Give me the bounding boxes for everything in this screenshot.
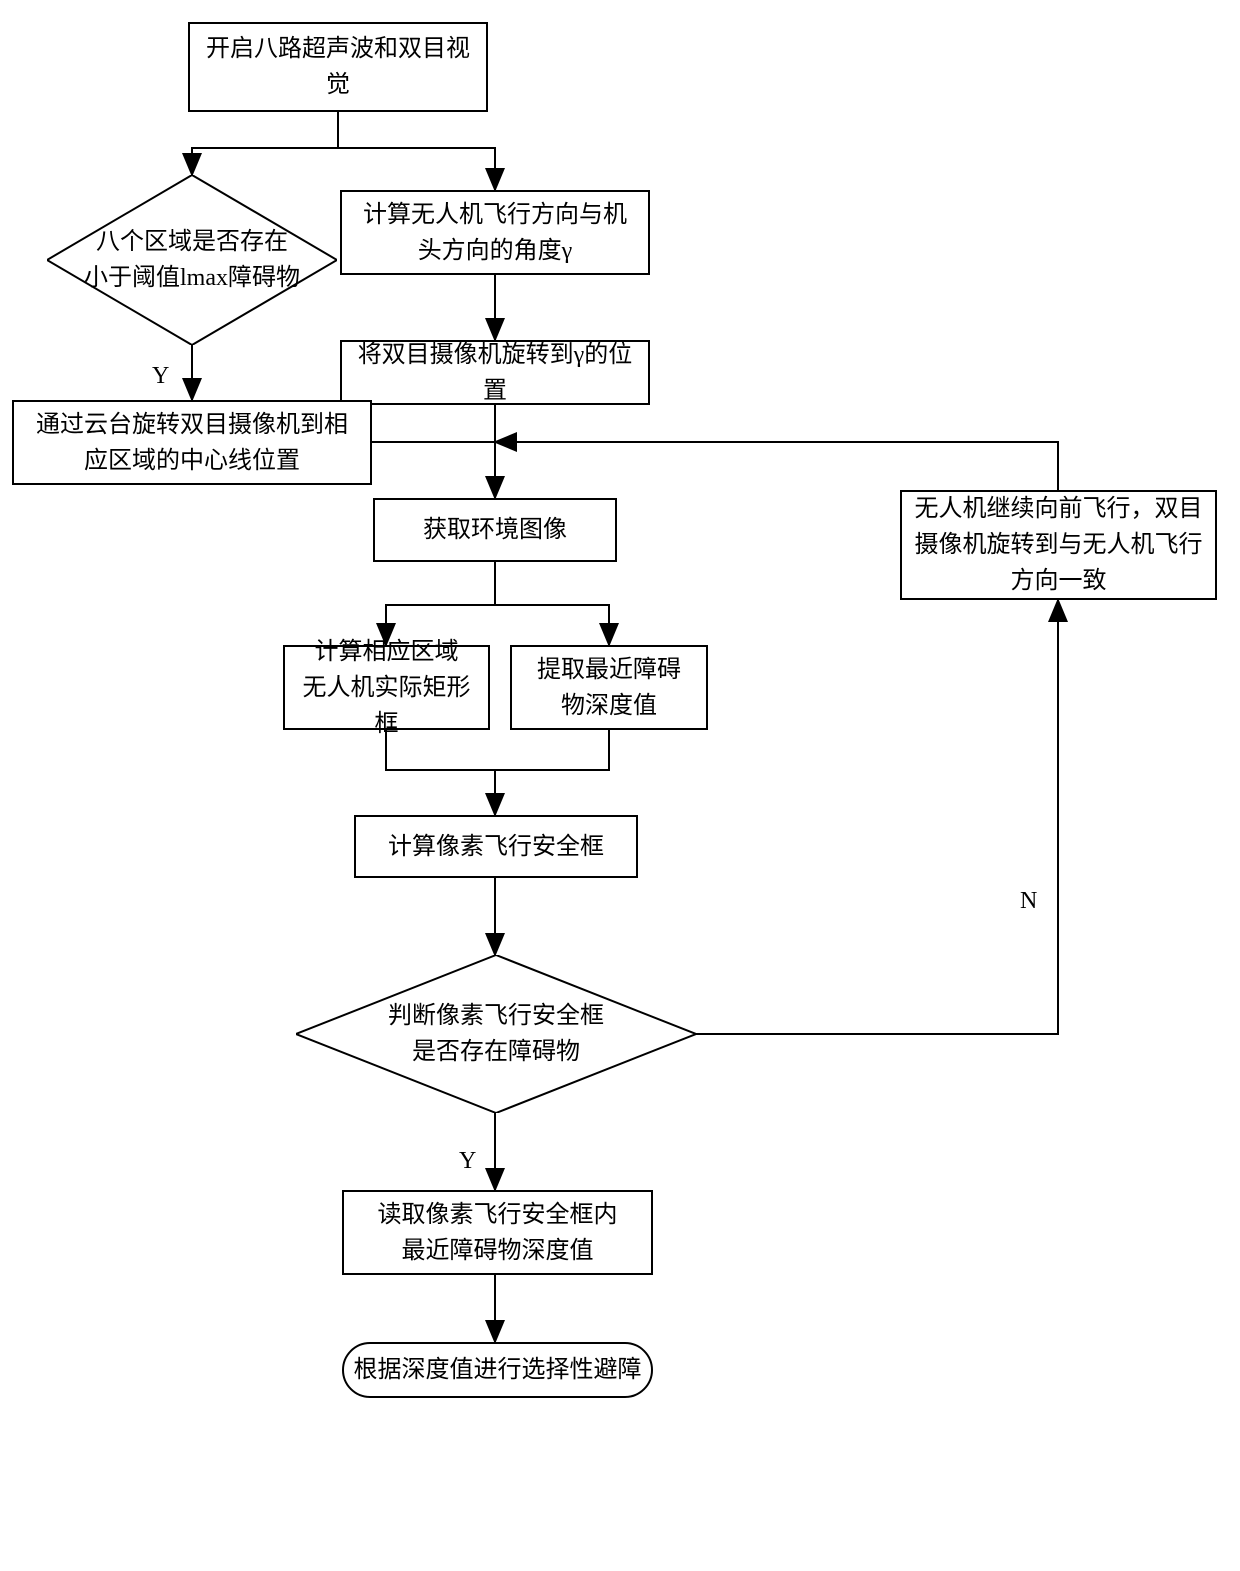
node-text: 提取最近障碍物深度值	[537, 652, 681, 724]
flowchart-decision-n10: 判断像素飞行安全框是否存在障碍物	[296, 955, 696, 1113]
node-text: 通过云台旋转双目摄像机到相应区域的中心线位置	[36, 407, 348, 479]
node-text: 计算无人机飞行方向与机头方向的角度γ	[363, 197, 627, 269]
flowchart-process-n12: 读取像素飞行安全框内最近障碍物深度值	[342, 1190, 653, 1275]
flowchart-process-n3: 计算无人机飞行方向与机头方向的角度γ	[340, 190, 650, 275]
flowchart-process-n4: 将双目摄像机旋转到γ的位置	[340, 340, 650, 405]
node-text: 计算像素飞行安全框	[388, 829, 604, 865]
flowchart-terminator-n13: 根据深度值进行选择性避障	[342, 1342, 653, 1398]
flowchart-edge-2	[338, 148, 495, 190]
flowchart-decision-n2: 八个区域是否存在小于阈值lmax障碍物	[47, 175, 337, 345]
edge-label: Y	[152, 363, 169, 390]
node-text: 计算相应区域无人机实际矩形框	[293, 634, 480, 742]
node-text: 开启八路超声波和双目视觉	[198, 31, 478, 103]
flowchart-process-n8: 提取最近障碍物深度值	[510, 645, 708, 730]
node-text: 获取环境图像	[423, 512, 567, 548]
flowchart-process-n5: 通过云台旋转双目摄像机到相应区域的中心线位置	[12, 400, 372, 485]
flowchart-process-n9: 计算像素飞行安全框	[354, 815, 638, 878]
flowchart-edge-13	[495, 730, 609, 770]
flowchart-process-n7: 计算相应区域无人机实际矩形框	[283, 645, 490, 730]
flowchart-process-n11: 无人机继续向前飞行，双目摄像机旋转到与无人机飞行方向一致	[900, 490, 1217, 600]
flowchart-edge-8	[495, 442, 1058, 490]
edge-label: Y	[459, 1148, 476, 1175]
node-text: 将双目摄像机旋转到γ的位置	[350, 337, 640, 409]
flowchart-process-n1: 开启八路超声波和双目视觉	[188, 22, 488, 112]
node-text: 无人机继续向前飞行，双目摄像机旋转到与无人机飞行方向一致	[915, 491, 1203, 599]
node-text: 判断像素飞行安全框是否存在障碍物	[388, 998, 604, 1070]
node-text: 根据深度值进行选择性避障	[354, 1352, 642, 1388]
flowchart-process-n6: 获取环境图像	[373, 498, 617, 562]
flowchart-edge-11	[495, 605, 609, 645]
flowchart-edge-1	[192, 148, 338, 175]
flowchart-edge-16	[696, 600, 1058, 1034]
node-text: 读取像素飞行安全框内最近障碍物深度值	[378, 1197, 618, 1269]
node-text: 八个区域是否存在小于阈值lmax障碍物	[84, 224, 300, 296]
edge-label: N	[1020, 888, 1037, 915]
